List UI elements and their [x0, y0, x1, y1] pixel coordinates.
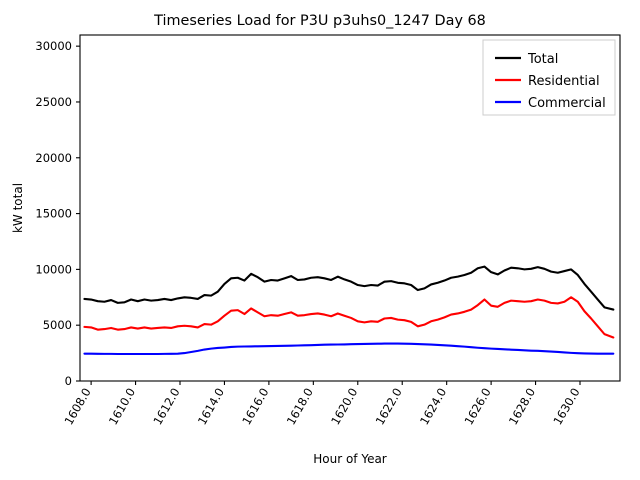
- x-axis-label: Hour of Year: [313, 452, 387, 466]
- axes-frame: [79, 34, 621, 382]
- plot-area-border: [79, 34, 621, 382]
- legend-label-residential: Residential: [528, 74, 600, 89]
- x-tick-label: 1626.0: [461, 385, 493, 427]
- y-tick-label: 25000: [35, 95, 72, 109]
- x-tick-label: 1628.0: [506, 386, 538, 428]
- x-tick-label: 1624.0: [417, 386, 449, 428]
- y-tick-label: 10000: [35, 262, 72, 276]
- series-line-commercial: [83, 342, 615, 356]
- x-tick-label: 1610.0: [106, 386, 138, 428]
- x-axis-ticks: 1608.0 1610.0 1612.0 1614.0 1616.0 1618.0 1620…: [61, 381, 583, 428]
- x-tick-label: 1630.0: [550, 386, 582, 428]
- y-tick-label: 30000: [35, 39, 72, 53]
- x-tick-label: 1614.0: [195, 386, 227, 428]
- y-tick-label: 20000: [35, 151, 72, 165]
- x-tick-label: 1618.0: [284, 386, 316, 428]
- y-axis-label: kW total: [11, 183, 25, 233]
- chart-title-group: Timeseries Load for P3U p3uhs0_1247 Day …: [153, 13, 486, 29]
- data-series-group: [83, 265, 615, 356]
- series-line-residential: [83, 296, 615, 339]
- x-axis-label-group: Hour of Year: [313, 452, 387, 466]
- x-tick-label: 1612.0: [150, 386, 182, 428]
- legend-label-total: Total: [527, 52, 558, 67]
- chart-title: Timeseries Load for P3U p3uhs0_1247 Day …: [153, 13, 486, 29]
- y-tick-label: 0: [65, 374, 72, 388]
- x-tick-label: 1622.0: [373, 386, 405, 428]
- legend-label-commercial: Commercial: [528, 96, 606, 111]
- x-tick-label: 1620.0: [328, 386, 360, 428]
- y-tick-label: 15000: [35, 207, 72, 221]
- series-line-total: [83, 265, 615, 311]
- x-tick-label: 1608.0: [61, 386, 93, 428]
- chart-legend[interactable]: Total Residential Commercial: [482, 39, 616, 116]
- y-tick-label: 5000: [43, 318, 72, 332]
- y-axis-label-group: kW total: [11, 183, 25, 233]
- x-tick-label: 1616.0: [239, 386, 271, 428]
- y-axis-ticks: 0 5000 10000 15000 20000 25000 30000: [35, 39, 80, 388]
